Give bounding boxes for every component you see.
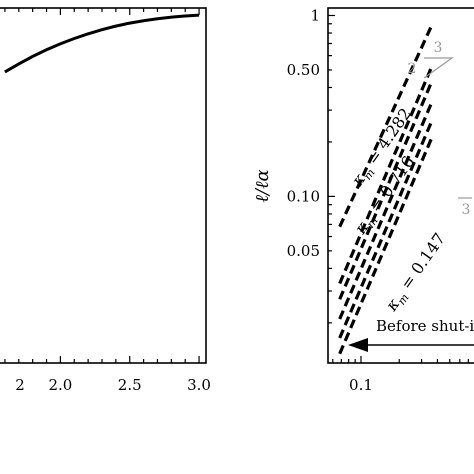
right-x-tick-label: 0.1 <box>349 376 373 394</box>
slope-run-label: 3 <box>434 40 443 56</box>
right-y-axis: 1 0.50 0.10 0.05 <box>287 6 335 324</box>
slope-rise-label: 2 <box>408 61 417 77</box>
right-series-line-6 <box>338 137 434 355</box>
right-plot-frame <box>327 7 474 364</box>
right-y-tick-label: 0.10 <box>287 187 320 205</box>
slope-triangle-shape <box>423 57 454 79</box>
slope-partial-label: 3 <box>462 202 471 218</box>
right-y-tick-label: 0.05 <box>287 242 320 260</box>
annotation-text: Before shut-i <box>376 317 474 335</box>
right-y-tick-label: 0.50 <box>287 61 320 79</box>
right-series-line-2 <box>338 66 434 285</box>
left-x-axis: 2 2.0 2.5 3.0 <box>4 8 211 394</box>
left-chart-panel: 2 2.0 2.5 3.0 <box>0 7 211 394</box>
y-axis-label: ℓ/ℓα <box>252 169 273 202</box>
left-x-tick-label: 2.0 <box>48 376 72 394</box>
right-series-line-3 <box>338 81 434 300</box>
right-series-line-1 <box>338 24 434 228</box>
right-series-line-5 <box>338 120 434 339</box>
slope-triangle: 3 2 3 <box>408 40 472 218</box>
right-chart-panel: 10.500.100.05 0.1 ℓ/ℓα 3 2 3 κm = 4.282 … <box>252 6 474 394</box>
left-x-tick-label: 2.5 <box>118 376 142 394</box>
right-y-tick-label: 1 <box>310 6 320 24</box>
right-series-line-4 <box>338 101 434 320</box>
kappa-label-3: κm = 0.147 <box>381 229 451 316</box>
left-series-line <box>4 13 200 74</box>
left-plot-frame <box>0 7 207 364</box>
right-series-group <box>338 24 434 355</box>
annotation-arrow-head <box>348 338 368 352</box>
left-x-tick-label: 3.0 <box>187 376 211 394</box>
annotation-group: Before shut-i <box>348 317 474 352</box>
left-x-tick-label-partial: 2 <box>15 376 25 394</box>
right-x-axis: 0.1 <box>332 356 469 394</box>
